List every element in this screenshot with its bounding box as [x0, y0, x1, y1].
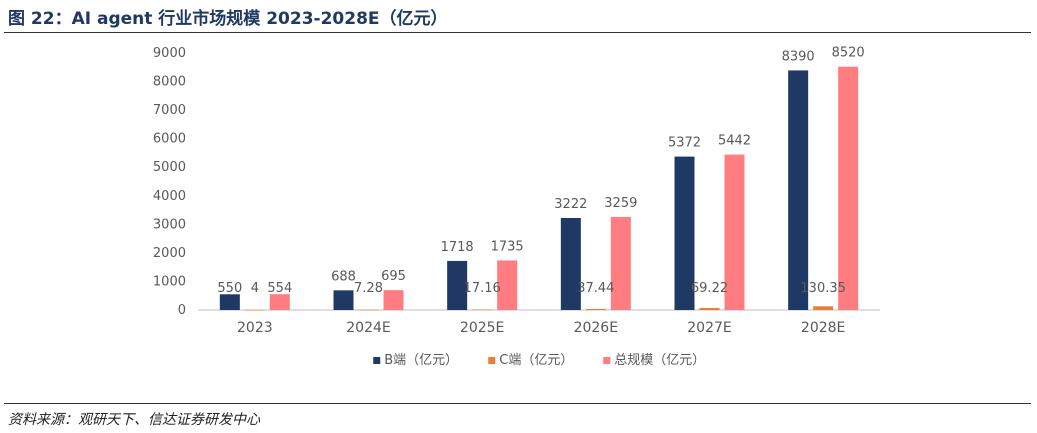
- x-tick-label: 2026E: [574, 320, 618, 336]
- bar: [813, 306, 834, 310]
- bar: [838, 66, 859, 310]
- bar: [219, 294, 240, 310]
- data-label: 5442: [718, 134, 751, 149]
- bar: [724, 154, 745, 310]
- data-label: 1718: [441, 240, 474, 255]
- bar: [699, 308, 720, 310]
- bar: [472, 309, 493, 311]
- y-tick-label: 0: [178, 303, 186, 318]
- bottom-rule: [4, 403, 1031, 404]
- legend-item: B端（亿元）: [373, 353, 458, 368]
- bar: [610, 216, 631, 310]
- x-tick-label: 2023: [237, 320, 273, 336]
- data-label: 130.35: [800, 281, 846, 296]
- data-label: 8520: [832, 46, 865, 61]
- data-label: 554: [267, 281, 292, 296]
- source-note: 资料来源：观研天下、信达证券研发中心: [8, 412, 260, 428]
- legend: B端（亿元） C端（亿元） 总规模（亿元）: [373, 353, 705, 368]
- data-label: 5372: [668, 136, 701, 151]
- x-tick-label: 2024E: [346, 320, 390, 336]
- y-tick-label: 3000: [153, 217, 186, 232]
- bar: [269, 294, 290, 310]
- x-axis: 2023 2024E 2025E 2026E 2027E 2028E: [198, 309, 880, 336]
- data-label: 8390: [782, 49, 815, 64]
- y-axis: 0 1000 2000 3000 4000 5000 6000 7000 8000 9000: [153, 46, 186, 318]
- y-tick-label: 9000: [153, 46, 186, 61]
- legend-label: C端（亿元）: [499, 353, 573, 368]
- data-label: 550: [217, 281, 242, 296]
- data-label: 3222: [554, 197, 587, 212]
- data-label: 3259: [604, 196, 637, 211]
- y-tick-label: 4000: [153, 189, 186, 204]
- bar: [358, 309, 379, 311]
- data-label: 688: [331, 269, 356, 284]
- data-label: 7.28: [354, 281, 383, 296]
- legend-swatch: [373, 357, 381, 364]
- bar: [788, 70, 809, 311]
- data-label: 69.22: [691, 281, 728, 296]
- bar: [447, 260, 468, 310]
- y-tick-label: 7000: [153, 103, 186, 118]
- y-tick-label: 8000: [153, 75, 186, 90]
- y-tick-label: 6000: [153, 132, 186, 147]
- data-label: 17.16: [464, 281, 501, 296]
- legend-label: B端（亿元）: [384, 353, 458, 368]
- bar: [674, 156, 695, 310]
- bar: [497, 260, 518, 310]
- x-tick-label: 2027E: [687, 320, 731, 336]
- y-tick-label: 2000: [153, 246, 186, 261]
- y-tick-label: 5000: [153, 160, 186, 175]
- legend-label: 总规模（亿元）: [614, 353, 705, 368]
- legend-swatch: [488, 357, 496, 364]
- legend-item: 总规模（亿元）: [603, 353, 705, 368]
- y-tick-label: 1000: [153, 274, 186, 289]
- data-label: 1735: [491, 239, 524, 254]
- legend-swatch: [603, 357, 611, 364]
- x-tick-label: 2025E: [460, 320, 504, 336]
- data-label: 37.44: [577, 281, 614, 296]
- bars: [219, 66, 859, 311]
- bar: [383, 290, 404, 310]
- bar: [244, 309, 265, 311]
- bar: [333, 290, 354, 310]
- data-label: 4: [251, 281, 259, 296]
- bar: [560, 217, 581, 310]
- data-label: 695: [381, 269, 406, 284]
- figure-title: 图 22：AI agent 行业市场规模 2023-2028E（亿元）: [8, 9, 448, 29]
- top-rule: [4, 32, 1031, 33]
- x-tick-label: 2028E: [801, 320, 845, 336]
- value-labels: 550 688 1718 3222 5372 8390 4 7.28 17.16 37.44 69.…: [217, 46, 864, 296]
- bar-chart: 0 1000 2000 3000 4000 5000 6000 7000 8000 9000 20…: [153, 46, 880, 368]
- bar: [585, 308, 606, 310]
- legend-item: C端（亿元）: [488, 353, 573, 368]
